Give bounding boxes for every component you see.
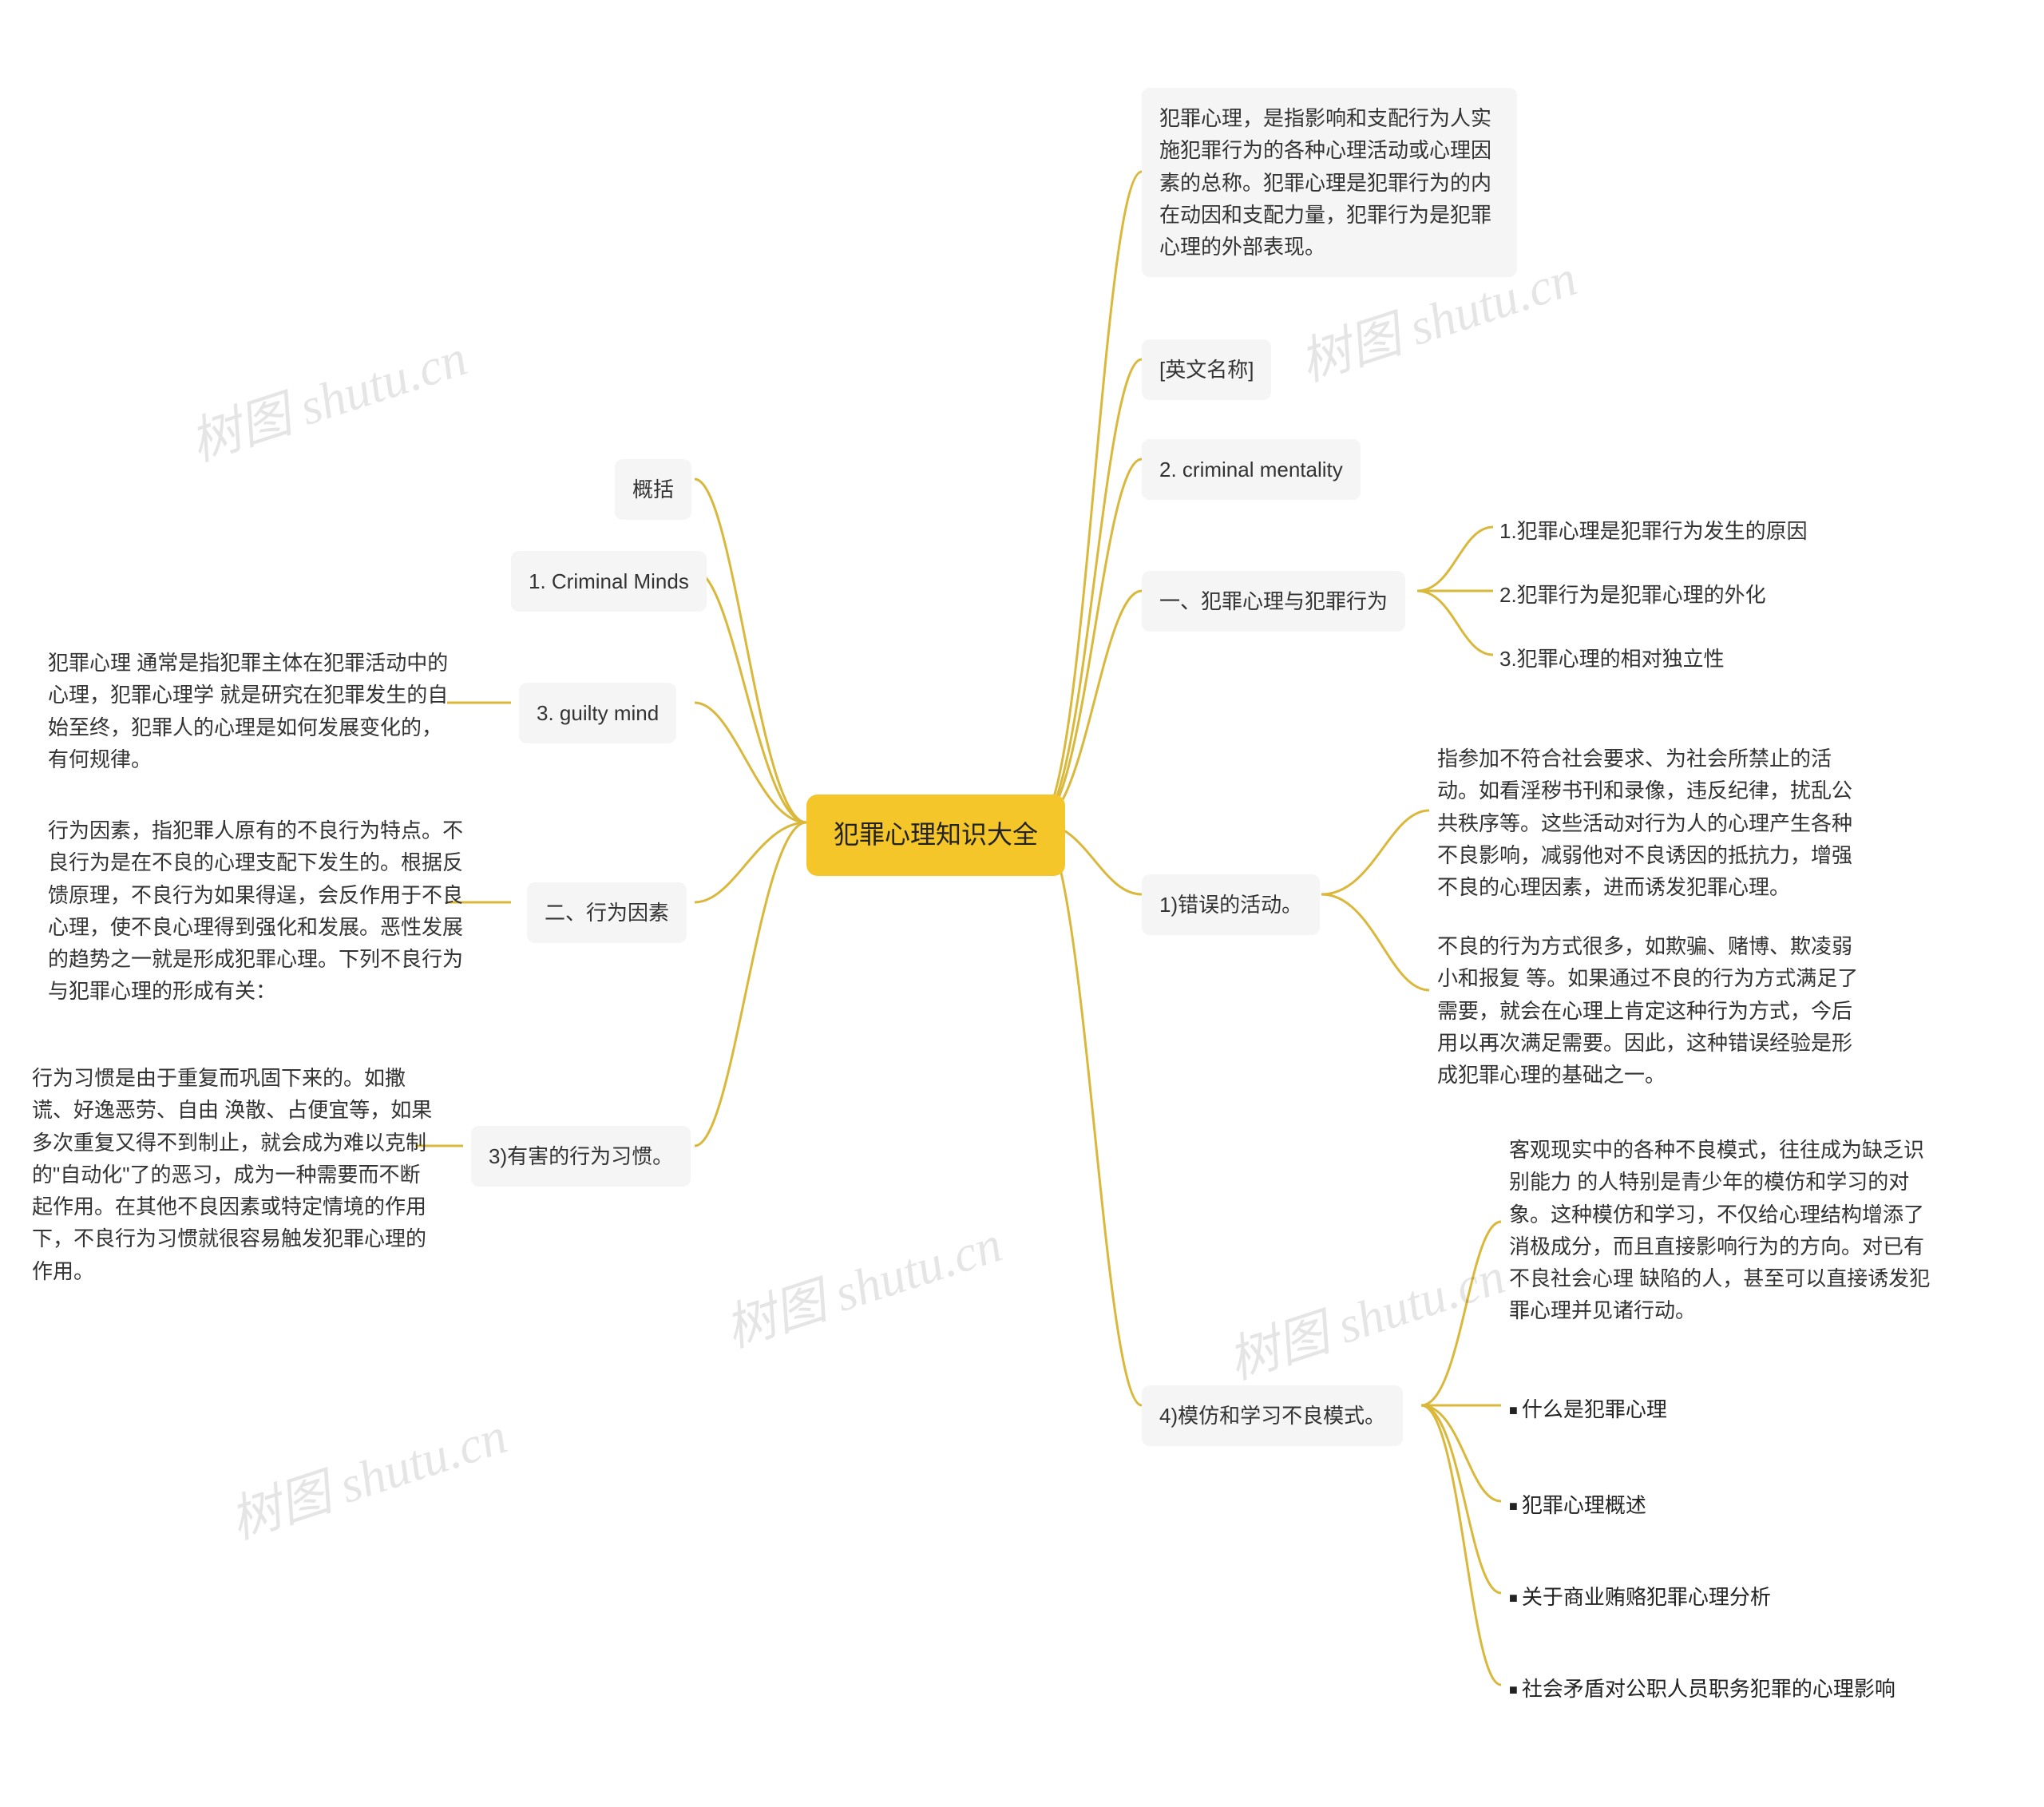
node-imitate-bad-model[interactable]: 4)模仿和学习不良模式。 (1142, 1385, 1403, 1446)
node-english-name[interactable]: [英文名称] (1142, 339, 1271, 400)
r6-child-4: 关于商业贿赂犯罪心理分析 (1509, 1581, 1771, 1611)
r6-child-3: 犯罪心理概述 (1509, 1489, 1646, 1519)
node-psych-vs-behavior[interactable]: 一、犯罪心理与犯罪行为 (1142, 571, 1405, 632)
desc-guilty-mind: 犯罪心理 通常是指犯罪主体在犯罪活动中的心理，犯罪心理学 就是研究在犯罪发生的自… (48, 647, 455, 775)
r4-child-1: 1.犯罪心理是犯罪行为发生的原因 (1499, 515, 1808, 547)
node-criminal-minds[interactable]: 1. Criminal Minds (511, 551, 707, 612)
r6-child-2: 什么是犯罪心理 (1509, 1393, 1667, 1423)
node-guilty-mind[interactable]: 3. guilty mind (519, 683, 676, 743)
node-definition[interactable]: 犯罪心理，是指影响和支配行为人实施犯罪行为的各种心理活动或心理因素的总称。犯罪心… (1142, 88, 1517, 277)
watermark: 树图 shutu.cn (1218, 1235, 1513, 1393)
r4-child-3: 3.犯罪心理的相对独立性 (1499, 643, 1725, 675)
r5-child-2: 不良的行为方式很多，如欺骗、赌博、欺凌弱小和报复 等。如果通过不良的行为方式满足… (1437, 930, 1860, 1091)
watermark: 树图 shutu.cn (180, 317, 475, 475)
desc-behavior-factor: 行为因素，指犯罪人原有的不良行为特点。不良行为是在不良的心理支配下发生的。根据反… (48, 814, 463, 1008)
node-behavior-factor[interactable]: 二、行为因素 (527, 882, 687, 943)
node-summary[interactable]: 概括 (615, 459, 691, 520)
r6-child-5: 社会矛盾对公职人员职务犯罪的心理影响 (1509, 1673, 1895, 1702)
watermark: 树图 shutu.cn (715, 1203, 1010, 1361)
r4-child-2: 2.犯罪行为是犯罪心理的外化 (1499, 579, 1766, 611)
r5-child-1: 指参加不符合社会要求、为社会所禁止的活动。如看淫秽书刊和录像，违反纪律，扰乱公共… (1437, 743, 1860, 903)
node-wrong-activity[interactable]: 1)错误的活动。 (1142, 874, 1320, 935)
watermark: 树图 shutu.cn (220, 1395, 515, 1553)
node-criminal-mentality[interactable]: 2. criminal mentality (1142, 439, 1361, 500)
r6-child-1: 客观现实中的各种不良模式，往往成为缺乏识别能力 的人特别是青少年的模仿和学习的对… (1509, 1134, 1940, 1327)
node-harmful-habit[interactable]: 3)有害的行为习惯。 (471, 1126, 691, 1187)
desc-harmful-habit: 行为习惯是由于重复而巩固下来的。如撒谎、好逸恶劳、自由 涣散、占便宜等，如果多次… (32, 1062, 439, 1287)
root-node[interactable]: 犯罪心理知识大全 (806, 795, 1065, 876)
